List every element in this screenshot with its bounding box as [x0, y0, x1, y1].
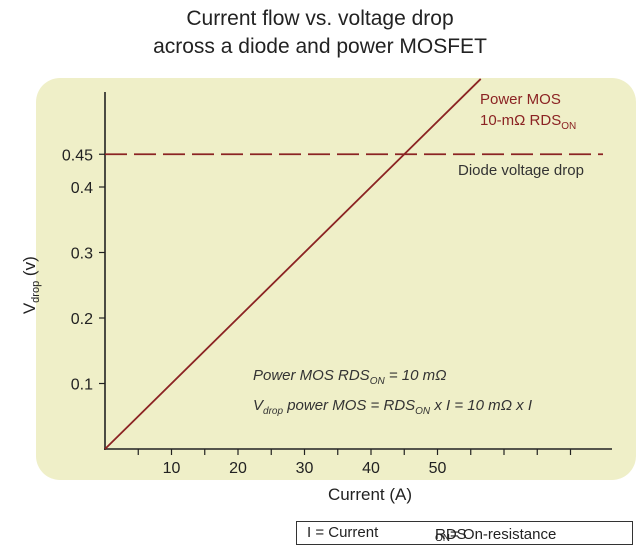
equation-2-v: V — [253, 397, 264, 414]
mosfet-line — [104, 78, 482, 450]
chart-title-line-2: across a diode and power MOSFET — [153, 35, 487, 58]
legend-rds-rest: = On-resistance — [450, 526, 557, 543]
equation-1: Power MOS RDSON = 10 mΩ — [253, 367, 447, 387]
x-tick-label: 50 — [429, 460, 447, 477]
equation-2: Vdrop power MOS = RDSON x I = 10 mΩ x I — [253, 397, 532, 417]
mos-label-line-1: Power MOS — [480, 91, 561, 108]
axes — [104, 92, 612, 450]
y-tick-label: 0.45 — [62, 147, 93, 164]
legend-rds: RDS — [435, 526, 467, 543]
ticks: 10 20 30 40 50 0.1 0.2 0.3 0.4 0.45 — [62, 147, 572, 477]
y-tick-label: 0.4 — [71, 180, 93, 197]
y-tick-label: 0.3 — [71, 246, 93, 263]
equation-1-main: Power MOS RDS — [253, 367, 370, 384]
x-tick-label: 20 — [229, 460, 247, 477]
x-axis-label: Current (A) — [327, 485, 413, 504]
equation-1-sub: ON — [369, 376, 385, 387]
y-axis-label-v: V — [19, 302, 39, 315]
y-tick-label: 0.1 — [71, 377, 93, 394]
legend-item-current: I = Current — [307, 524, 379, 541]
x-tick-label: 40 — [362, 460, 380, 477]
x-tick-label: 10 — [163, 460, 181, 477]
chart-title-line-1: Current flow vs. voltage drop — [186, 7, 454, 30]
equation-1-rest: = 10 mΩ — [384, 367, 447, 384]
diode-label: Diode voltage drop — [458, 162, 584, 179]
chart-panel — [36, 78, 636, 480]
y-axis-label-sub: drop — [30, 280, 43, 303]
legend-rds-sub: ON — [435, 533, 450, 544]
equation-2-rest: x I = 10 mΩ x I — [430, 397, 533, 414]
x-tick-label: 30 — [296, 460, 314, 477]
legend-item-rdson: RDS ON = On-resistance — [435, 524, 556, 544]
equation-2-sub2: ON — [415, 406, 431, 417]
mos-label-sub: ON — [561, 121, 577, 132]
mos-label-main: 10-mΩ RDS — [480, 112, 562, 129]
mos-label-line-2: 10-mΩ RDSON — [480, 112, 576, 132]
y-axis-label-unit: (v) — [19, 256, 39, 281]
y-tick-label: 0.2 — [71, 311, 93, 328]
equation-2-mid: power MOS = RDS — [283, 397, 416, 414]
equation-2-vsub: drop — [263, 406, 284, 417]
legend-box: I = Current RDS ON = On-resistance — [296, 521, 633, 545]
y-axis-label: Vdrop (v) — [20, 230, 42, 340]
series-lines — [104, 78, 603, 450]
